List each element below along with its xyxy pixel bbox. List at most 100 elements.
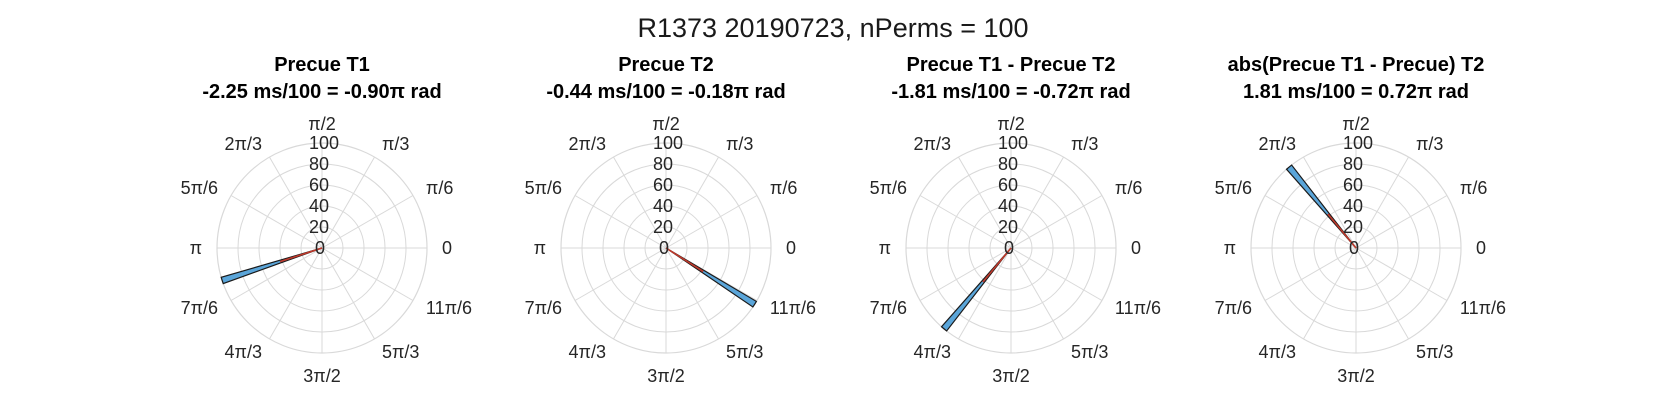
r-tick-label: 100 — [1343, 133, 1373, 153]
theta-tick-label: π/3 — [1416, 134, 1443, 154]
grid-spoke — [1355, 195, 1448, 249]
grid-spoke — [1010, 156, 1064, 249]
grid-spoke — [1010, 195, 1103, 249]
theta-tick-label: π/3 — [382, 134, 409, 154]
r-tick-label: 40 — [998, 196, 1018, 216]
theta-tick-label: 5π/6 — [1215, 178, 1252, 198]
theta-tick-label: 2π/3 — [1259, 134, 1296, 154]
mean-direction-line — [982, 247, 1012, 283]
polar-panel: abs(Precue T1 - Precue) T2 1.81 ms/100 = … — [1215, 54, 1506, 386]
theta-tick-label: 7π/6 — [181, 298, 218, 318]
r-tick-label: 20 — [309, 217, 329, 237]
r-tick-label: 60 — [1343, 175, 1363, 195]
r-tick-label: 100 — [998, 133, 1028, 153]
theta-tick-label: 5π/3 — [1071, 342, 1108, 362]
grid-spoke — [321, 247, 414, 301]
grid-spoke — [665, 195, 758, 249]
grid-spoke — [321, 247, 375, 340]
theta-tick-label: 4π/3 — [914, 342, 951, 362]
polar-panel: Precue T1 -2.25 ms/100 = -0.90π rad 0 20406… — [181, 54, 472, 386]
theta-tick-label: π/2 — [997, 114, 1024, 134]
grid-spoke — [321, 156, 375, 249]
panel-title: Precue T2 — [618, 54, 714, 76]
polar-panel: Precue T2-0.44 ms/100 = -0.18π rad020406… — [525, 54, 816, 386]
r-tick-label: 60 — [653, 175, 673, 195]
grid-spoke — [1355, 247, 1409, 340]
theta-tick-label: π/3 — [726, 134, 753, 154]
grid-spoke — [321, 195, 414, 249]
theta-tick-label: π/6 — [1115, 178, 1142, 198]
grid-spoke — [1355, 156, 1409, 249]
grid-spoke — [919, 195, 1012, 249]
r-tick-label: 80 — [1343, 154, 1363, 174]
theta-tick-label: π/6 — [1460, 178, 1487, 198]
grid-spoke — [1303, 247, 1357, 340]
r-tick-label: 20 — [653, 217, 673, 237]
r-tick-label: 100 — [309, 133, 339, 153]
theta-tick-label: π/2 — [1342, 114, 1369, 134]
grid-spoke — [919, 247, 1012, 301]
theta-tick-label: π/2 — [308, 114, 335, 134]
r-tick-label: 0 — [1349, 238, 1359, 258]
mean-direction-line — [1327, 213, 1357, 249]
grid-spoke — [1010, 247, 1064, 340]
theta-tick-label: 3π/2 — [992, 366, 1029, 386]
r-tick-label: 20 — [998, 217, 1018, 237]
r-tick-label: 100 — [653, 133, 683, 153]
theta-tick-label: 5π/3 — [1416, 342, 1453, 362]
r-tick-label: 0 — [659, 238, 669, 258]
theta-tick-label: π — [534, 238, 546, 258]
grid-spoke — [1264, 247, 1357, 301]
grid-spoke — [1010, 247, 1103, 301]
theta-tick-label: 0 — [786, 238, 796, 258]
r-tick-label: 60 — [309, 175, 329, 195]
grid-spoke — [574, 247, 667, 301]
theta-tick-label: 0 — [442, 238, 452, 258]
theta-tick-label: π — [190, 238, 202, 258]
theta-tick-label: 3π/2 — [647, 366, 684, 386]
grid-spoke — [574, 195, 667, 249]
panel-subtitle: -0.44 ms/100 = -0.18π rad — [546, 81, 785, 103]
r-tick-label: 80 — [998, 154, 1018, 174]
theta-tick-label: π — [879, 238, 891, 258]
grid-spoke — [665, 247, 719, 340]
theta-tick-label: π/6 — [426, 178, 453, 198]
grid-spoke — [958, 247, 1012, 340]
theta-tick-label: 3π/2 — [1337, 366, 1374, 386]
grid-spoke — [1355, 247, 1448, 301]
r-tick-label: 40 — [309, 196, 329, 216]
theta-tick-label: 0 — [1476, 238, 1486, 258]
theta-tick-label: 2π/3 — [569, 134, 606, 154]
theta-tick-label: 5π/6 — [181, 178, 218, 198]
theta-tick-label: π/6 — [770, 178, 797, 198]
panel-title: Precue T1 — [274, 54, 370, 76]
theta-tick-label: 11π/6 — [1460, 298, 1506, 318]
theta-tick-label: 4π/3 — [225, 342, 262, 362]
panel-subtitle: 1.81 ms/100 = 0.72π rad — [1243, 81, 1469, 103]
grid-spoke — [665, 156, 719, 249]
panel-subtitle: -1.81 ms/100 = -0.72π rad — [891, 81, 1130, 103]
grid-spoke — [269, 247, 323, 340]
mean-direction-line — [665, 247, 704, 273]
r-tick-label: 60 — [998, 175, 1018, 195]
grid-spoke — [1264, 195, 1357, 249]
theta-tick-label: 11π/6 — [1115, 298, 1161, 318]
theta-tick-label: 7π/6 — [1215, 298, 1252, 318]
r-tick-label: 20 — [1343, 217, 1363, 237]
theta-tick-label: 11π/6 — [770, 298, 816, 318]
grid-spoke — [1303, 156, 1357, 249]
theta-tick-label: 5π/3 — [726, 342, 763, 362]
theta-tick-label: 4π/3 — [1259, 342, 1296, 362]
theta-tick-label: 11π/6 — [426, 298, 472, 318]
figure-title: R1373 20190723, nPerms = 100 — [637, 13, 1028, 43]
grid-spoke — [230, 195, 323, 249]
theta-tick-label: 5π/6 — [525, 178, 562, 198]
grid-spoke — [269, 156, 323, 249]
theta-tick-label: 5π/3 — [382, 342, 419, 362]
theta-tick-label: 4π/3 — [569, 342, 606, 362]
r-tick-label: 80 — [309, 154, 329, 174]
theta-tick-label: 7π/6 — [870, 298, 907, 318]
grid-spoke — [613, 247, 667, 340]
panel-subtitle: -2.25 ms/100 = -0.90π rad — [202, 81, 441, 103]
